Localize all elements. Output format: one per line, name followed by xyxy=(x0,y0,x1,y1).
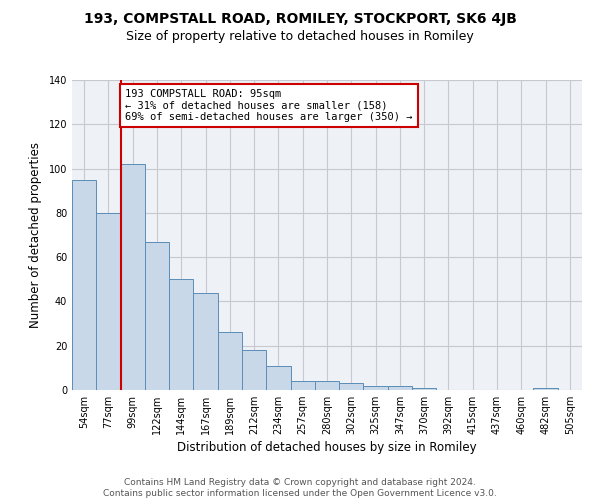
Text: Size of property relative to detached houses in Romiley: Size of property relative to detached ho… xyxy=(126,30,474,43)
Bar xyxy=(121,164,145,390)
Bar xyxy=(388,386,412,390)
Text: 193 COMPSTALL ROAD: 95sqm
← 31% of detached houses are smaller (158)
69% of semi: 193 COMPSTALL ROAD: 95sqm ← 31% of detac… xyxy=(125,89,413,122)
X-axis label: Distribution of detached houses by size in Romiley: Distribution of detached houses by size … xyxy=(177,442,477,454)
Bar xyxy=(96,213,121,390)
Bar xyxy=(72,180,96,390)
Bar xyxy=(412,388,436,390)
Bar xyxy=(242,350,266,390)
Bar xyxy=(533,388,558,390)
Bar xyxy=(145,242,169,390)
Y-axis label: Number of detached properties: Number of detached properties xyxy=(29,142,41,328)
Bar xyxy=(290,381,315,390)
Bar xyxy=(169,280,193,390)
Bar xyxy=(218,332,242,390)
Text: Contains HM Land Registry data © Crown copyright and database right 2024.
Contai: Contains HM Land Registry data © Crown c… xyxy=(103,478,497,498)
Bar xyxy=(339,384,364,390)
Bar xyxy=(193,292,218,390)
Text: 193, COMPSTALL ROAD, ROMILEY, STOCKPORT, SK6 4JB: 193, COMPSTALL ROAD, ROMILEY, STOCKPORT,… xyxy=(83,12,517,26)
Bar xyxy=(364,386,388,390)
Bar xyxy=(315,381,339,390)
Bar xyxy=(266,366,290,390)
